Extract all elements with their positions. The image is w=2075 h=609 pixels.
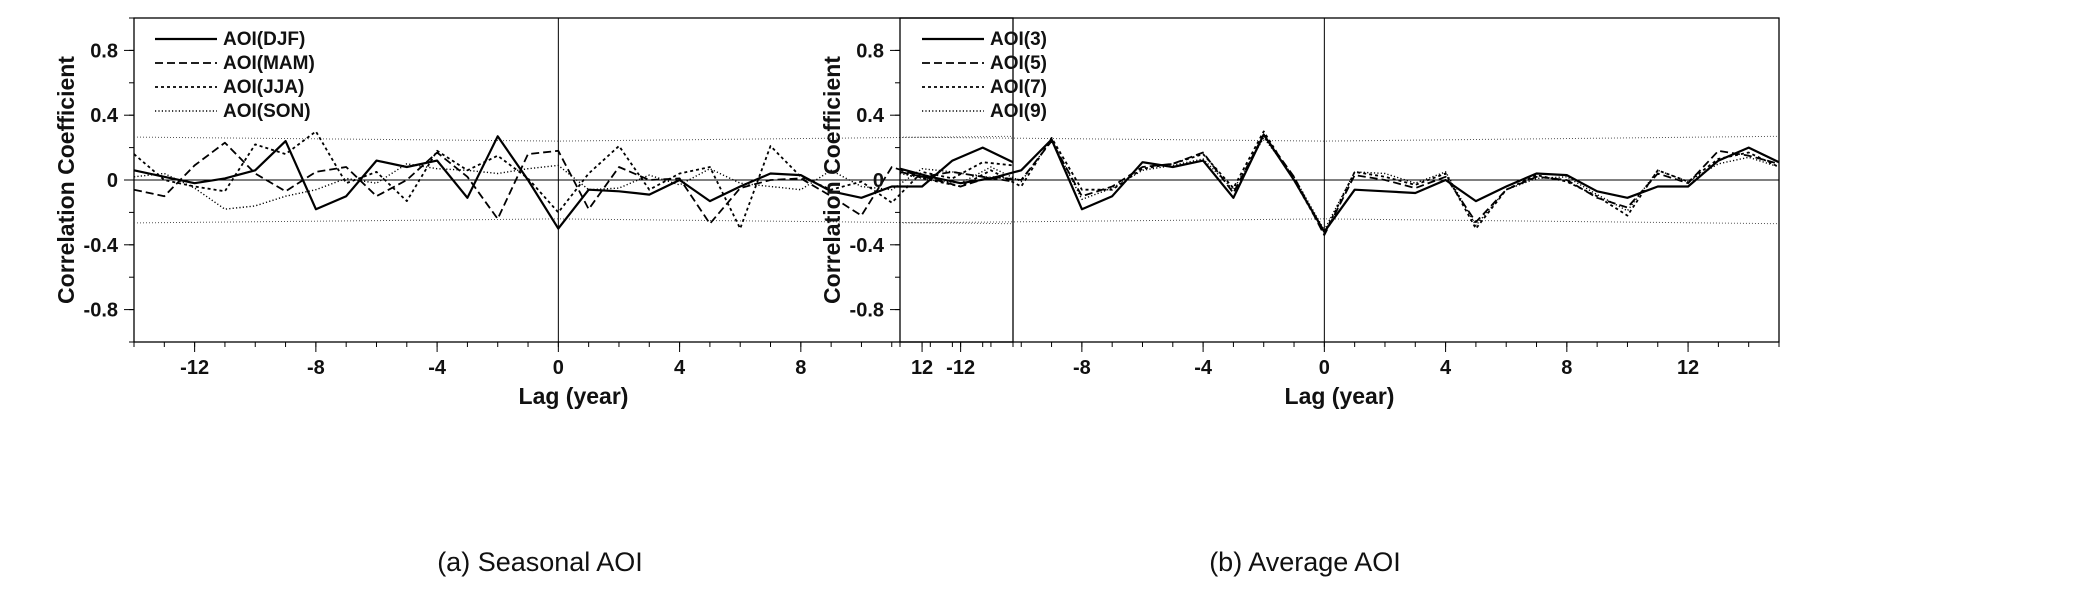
y-tick-label: -0.4 (84, 235, 119, 257)
legend-label: AOI(5) (990, 53, 1047, 74)
series-line-aoi-djf (133, 135, 1014, 230)
series-lines (899, 130, 1780, 237)
y-tick-label: -0.8 (84, 300, 118, 322)
y-tick-label: -0.4 (850, 235, 885, 257)
significance-bound-upper (899, 135, 1780, 142)
x-tick-label: 8 (1561, 357, 1572, 379)
x-axis-title: Lag (year) (519, 383, 629, 409)
axis-ticks: -12 -8 -4 0 4 8 12 0.8 0.4 0 -0.4 -0.8 (84, 17, 1014, 379)
significance-bound-lower (133, 218, 1014, 225)
x-tick-label: -4 (428, 357, 447, 379)
x-tick-label: 12 (1677, 357, 1699, 379)
x-tick-label: 12 (911, 357, 933, 379)
x-tick-label: 4 (1440, 357, 1452, 379)
significance-bound-lower (899, 218, 1780, 225)
y-tick-label: 0 (107, 170, 118, 192)
legend-label: AOI(3) (990, 29, 1047, 50)
panel-caption: (b) Average AOI (1209, 547, 1401, 577)
series-line-aoi-jja (133, 130, 1014, 230)
y-tick-label: 0.8 (90, 40, 118, 62)
x-tick-label: -8 (307, 357, 325, 379)
panel-seasonal-aoi: -12 -8 -4 0 4 8 120.80.40-0.4-0.8 AOI(DJF)AOI(… (53, 17, 1014, 577)
x-tick-label: -12 (180, 357, 209, 379)
series-line-aoi-5 (899, 133, 1780, 237)
y-tick-label: 0.8 (856, 40, 884, 62)
y-tick-label: 0.4 (90, 105, 119, 127)
significance-bound-upper (133, 135, 1014, 142)
legend-label: AOI(7) (990, 77, 1047, 98)
x-tick-label: -12 (946, 357, 975, 379)
x-tick-label: 0 (1319, 357, 1330, 379)
y-tick-label: 0 (873, 170, 884, 192)
y-tick-label: 0.4 (856, 105, 885, 127)
series-line-aoi-mam (133, 141, 1014, 225)
x-tick-label: 0 (553, 357, 564, 379)
series-lines (133, 130, 1014, 230)
legend-label: AOI(JJA) (223, 77, 304, 98)
panel-average-aoi: -12 -8 -4 0 4 8 12 0.8 0.4 0 -0.4 -0.8 AOI(3) AOI(5)… (819, 17, 1780, 577)
series-line-aoi-3 (899, 133, 1780, 233)
series-line-aoi-9 (899, 137, 1780, 231)
panel-caption: (a) Seasonal AOI (437, 547, 643, 577)
y-axis-title: Correlation Coefficient (53, 56, 79, 304)
series-line-aoi-7 (899, 130, 1780, 235)
legend: AOI(DJF) AOI(MAM) AOI(JJA) AOI(SON) (155, 29, 315, 122)
reference-lines (899, 18, 1780, 342)
legend-label: AOI(9) (990, 101, 1047, 122)
legend: AOI(3) AOI(5) AOI(7) AOI(9) (922, 29, 1047, 122)
legend-label: AOI(SON) (223, 101, 311, 122)
x-axis-title: Lag (year) (1285, 383, 1395, 409)
x-tick-label: -8 (1073, 357, 1091, 379)
legend-label: AOI(MAM) (223, 53, 315, 74)
y-axis-title: Correlation Coefficient (819, 56, 845, 304)
x-tick-label: 8 (795, 357, 806, 379)
x-tick-label: 4 (674, 357, 686, 379)
y-tick-label: -0.8 (850, 300, 884, 322)
axis-ticks: -12 -8 -4 0 4 8 12 0.8 0.4 0 -0.4 -0.8 (850, 17, 1780, 379)
x-tick-label: -4 (1194, 357, 1213, 379)
legend-label: AOI(DJF) (223, 29, 305, 50)
